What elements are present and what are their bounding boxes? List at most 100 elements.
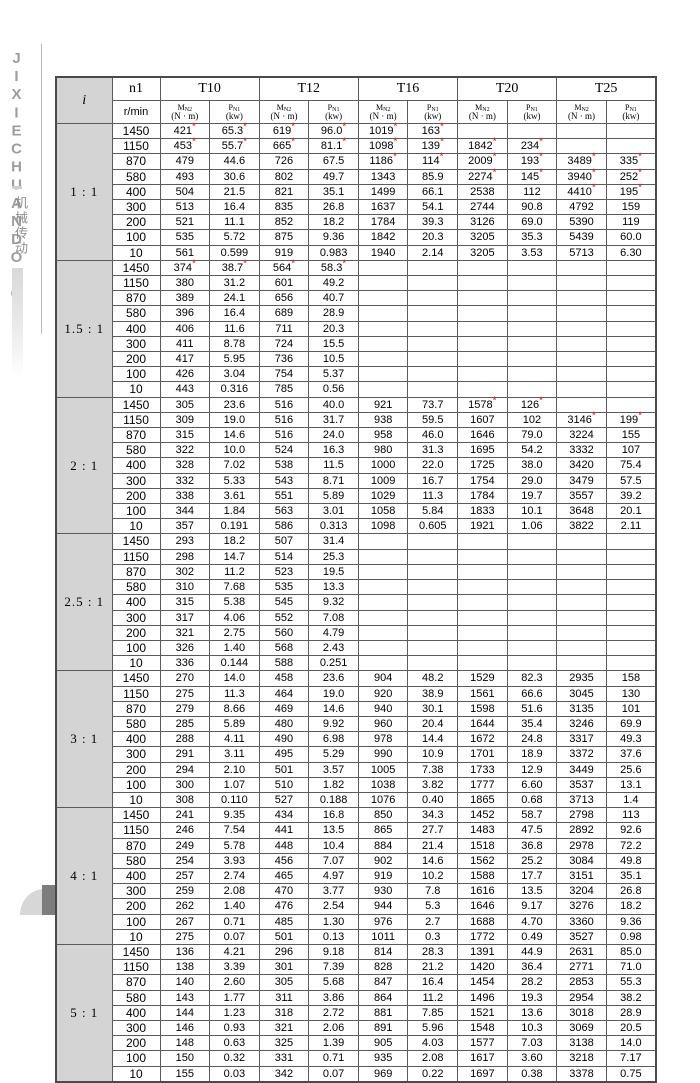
data-cell-empty (457, 579, 508, 596)
data-cell: 254 (159, 852, 211, 869)
data-cell: 1098 (357, 518, 409, 535)
data-cell-empty (605, 548, 657, 565)
data-cell: 551 (258, 487, 310, 505)
data-cell: 3.01 (308, 503, 359, 520)
data-cell-empty (556, 320, 607, 337)
data-cell: 835 (258, 199, 310, 216)
data-cell: 7.17 (605, 1050, 657, 1067)
data-cell: 495 (258, 746, 310, 763)
data-cell: 298 (159, 548, 211, 565)
data-cell: 516 (258, 396, 310, 413)
unit-power-dim: (kw) (424, 110, 442, 121)
data-cell: 19.0 (209, 411, 260, 429)
data-cell: 28.9 (605, 1004, 657, 1021)
data-cell-empty (556, 366, 607, 383)
unit-torque-dim: (N · m) (270, 110, 298, 121)
data-cell: 35.3 (506, 229, 558, 246)
data-cell: 1646 (457, 898, 508, 915)
data-cell: 332 (159, 472, 211, 489)
speed-value: 200 (111, 214, 161, 231)
data-cell: 852 (258, 214, 310, 231)
data-cell: 470 (258, 883, 310, 900)
asterisk-marker: * (591, 182, 596, 194)
data-cell: 1098* (357, 136, 409, 155)
data-cell: 65.3* (209, 121, 260, 140)
data-cell: 5.38 (209, 594, 260, 611)
table-row: 300 513 16.4 835 26.8 1637 54.1 2744 90.8 4792 159 (56, 199, 657, 216)
data-cell: 9.32 (308, 594, 359, 611)
data-cell: 2.14 (407, 244, 459, 261)
data-cell: 22.0 (407, 457, 459, 474)
data-cell: 919 (357, 867, 409, 885)
data-cell: 27.7 (407, 822, 459, 839)
data-cell: 342 (258, 1065, 310, 1083)
data-cell-empty (506, 579, 558, 596)
data-cell: 193* (506, 152, 558, 170)
data-cell: 1499 (357, 183, 409, 201)
table-row: 1150 138 3.39 301 7.39 828 21.2 1420 36.4 2771 71.… (56, 959, 657, 976)
data-cell: 2.75 (209, 624, 260, 641)
data-cell: 0.49 (506, 928, 558, 945)
data-cell: 321 (159, 624, 211, 641)
data-cell: 49.8 (605, 852, 657, 869)
data-cell: 3218 (556, 1050, 607, 1067)
brand-sidebar: JIXIECHUANDONG 机械传动 (0, 0, 46, 950)
table-row: 200 321 2.75 560 4.79 (56, 624, 657, 641)
data-cell: 35.1 (605, 867, 657, 885)
data-cell: 44.6 (209, 153, 260, 170)
data-cell: 73.7 (407, 396, 459, 413)
speed-value: 300 (111, 335, 161, 353)
data-cell: 5.84 (407, 503, 459, 520)
data-cell: 11.3 (209, 685, 260, 702)
data-cell: 107 (605, 442, 657, 459)
data-cell: 1.30 (308, 913, 359, 930)
data-cell: 4410* (556, 182, 607, 201)
data-cell: 1688 (457, 913, 508, 930)
data-cell: 39.3 (407, 214, 459, 231)
data-cell: 308 (159, 791, 211, 809)
asterisk-marker: * (243, 121, 248, 133)
speed-value: 870 (111, 700, 161, 717)
table-header: i n1 T10 T12 T16 T20 T25 r/min MN2 (N · m… (55, 76, 657, 124)
data-cell: 2.60 (209, 974, 260, 991)
asterisk-marker: * (393, 136, 398, 148)
data-cell: 301 (258, 959, 310, 976)
header-unit-torque-t10: MN2 (N · m) (159, 100, 211, 124)
header-unit-power-t16: PN1 (kw) (407, 100, 459, 124)
data-cell-empty (605, 563, 657, 581)
data-cell: 5439 (556, 229, 607, 246)
speed-value: 10 (111, 381, 161, 398)
data-cell-empty (457, 533, 508, 550)
data-cell: 3.60 (506, 1050, 558, 1067)
data-cell: 10.0 (209, 442, 260, 459)
data-cell: 7.08 (308, 609, 359, 626)
data-cell: 656 (258, 290, 310, 307)
data-cell: 4.79 (308, 624, 359, 641)
data-cell: 9.18 (308, 943, 359, 961)
data-cell: 905 (357, 1035, 409, 1052)
asterisk-marker: * (342, 258, 347, 270)
data-cell-empty (407, 305, 459, 322)
data-cell: 3317 (556, 731, 607, 748)
data-cell: 5.3 (407, 898, 459, 915)
data-cell: 16.3 (308, 442, 359, 459)
data-cell: 1.84 (209, 503, 260, 520)
data-cell-empty (556, 275, 607, 292)
data-cell: 3138 (556, 1035, 607, 1052)
data-cell: 338 (159, 487, 211, 505)
data-cell: 24.0 (308, 427, 359, 444)
data-cell: 59.5 (407, 411, 459, 429)
data-cell: 82.3 (506, 670, 558, 687)
data-cell-empty (407, 579, 459, 596)
data-cell-empty (457, 381, 508, 398)
data-cell: 465 (258, 867, 310, 885)
data-cell: 7.8 (407, 883, 459, 900)
data-cell-empty (407, 259, 459, 277)
data-cell-empty (357, 275, 409, 292)
data-cell: 92.6 (605, 822, 657, 839)
data-cell: 1865 (457, 791, 508, 809)
data-cell: 2274* (457, 167, 508, 185)
data-cell-empty (556, 290, 607, 307)
speed-value: 870 (111, 427, 161, 444)
data-cell: 4.11 (209, 731, 260, 748)
